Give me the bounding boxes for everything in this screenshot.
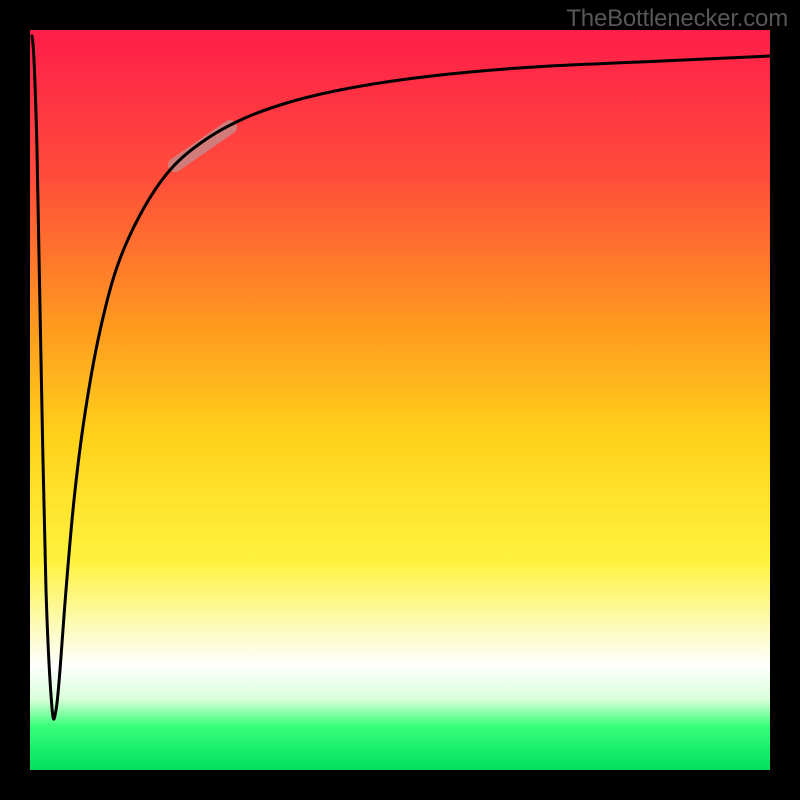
bottleneck-curve	[32, 36, 770, 719]
chart-area	[30, 30, 770, 770]
watermark-text: TheBottlenecker.com	[566, 5, 788, 33]
curve-layer	[30, 30, 770, 770]
highlight-segment	[175, 127, 230, 165]
